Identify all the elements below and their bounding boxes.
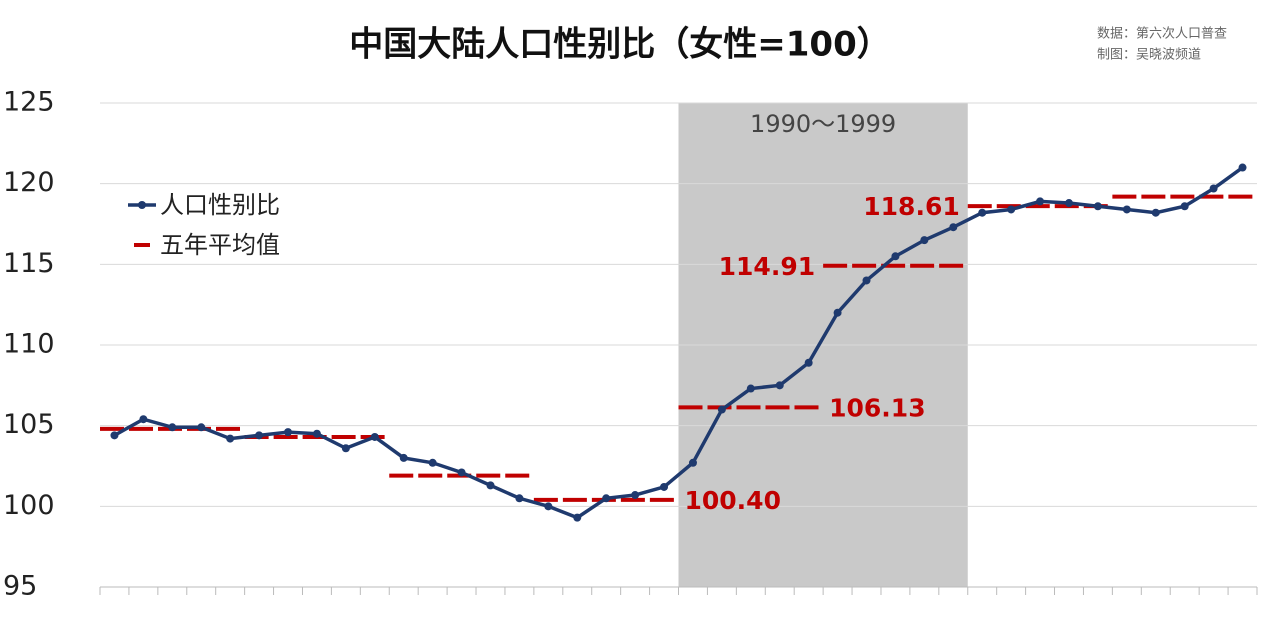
- legend-label: 五年平均值: [160, 231, 280, 259]
- point: [746, 384, 755, 393]
- point: [949, 223, 958, 232]
- y-tick-label: 115: [3, 248, 55, 279]
- point: [1122, 205, 1131, 214]
- point: [1036, 197, 1045, 206]
- point: [1209, 184, 1218, 193]
- point: [920, 236, 929, 245]
- average-label: 114.91: [719, 252, 815, 281]
- chart-title: 中国大陆人口性别比（女性=100）: [349, 25, 890, 65]
- y-tick-label: 110: [3, 329, 55, 360]
- y-tick-label: 100: [3, 490, 55, 521]
- y-tick-label: 95: [3, 571, 37, 602]
- point: [255, 431, 264, 440]
- y-tick-label: 125: [3, 87, 55, 118]
- series-line: [113, 166, 1244, 520]
- source: 制图：吴晓波频道: [1097, 48, 1201, 63]
- point: [515, 494, 524, 503]
- point: [370, 432, 379, 441]
- legend-swatch: [138, 201, 146, 209]
- point: [1064, 199, 1073, 208]
- point: [139, 415, 148, 424]
- point: [978, 208, 987, 217]
- point: [688, 458, 697, 467]
- point: [168, 423, 177, 432]
- point: [1007, 205, 1016, 214]
- point: [775, 381, 784, 390]
- point: [1151, 208, 1160, 217]
- point: [602, 494, 611, 503]
- point: [197, 423, 206, 432]
- average-label: 100.40: [685, 486, 781, 515]
- point: [833, 308, 842, 317]
- point: [486, 481, 495, 490]
- point: [631, 491, 640, 500]
- point: [226, 434, 235, 443]
- point: [457, 468, 466, 477]
- point: [862, 276, 871, 285]
- source: 数据：第六次人口普查: [1097, 26, 1227, 42]
- point: [428, 458, 437, 467]
- average-label: 106.13: [829, 393, 925, 422]
- point: [341, 444, 350, 453]
- point: [284, 428, 293, 437]
- point: [1180, 202, 1189, 211]
- point: [544, 502, 553, 511]
- point: [312, 429, 321, 438]
- highlight-label: 1990～1999: [750, 110, 896, 138]
- point: [1238, 163, 1247, 172]
- legend-label: 人口性别比: [160, 191, 280, 219]
- point: [1093, 202, 1102, 211]
- point: [717, 405, 726, 414]
- y-tick-label: 105: [3, 409, 55, 440]
- point: [110, 431, 119, 440]
- point: [804, 358, 813, 367]
- point: [573, 513, 582, 522]
- y-tick-label: 120: [3, 167, 55, 198]
- point: [660, 482, 669, 491]
- point: [399, 453, 408, 462]
- point: [891, 252, 900, 261]
- average-label: 118.61: [863, 192, 959, 221]
